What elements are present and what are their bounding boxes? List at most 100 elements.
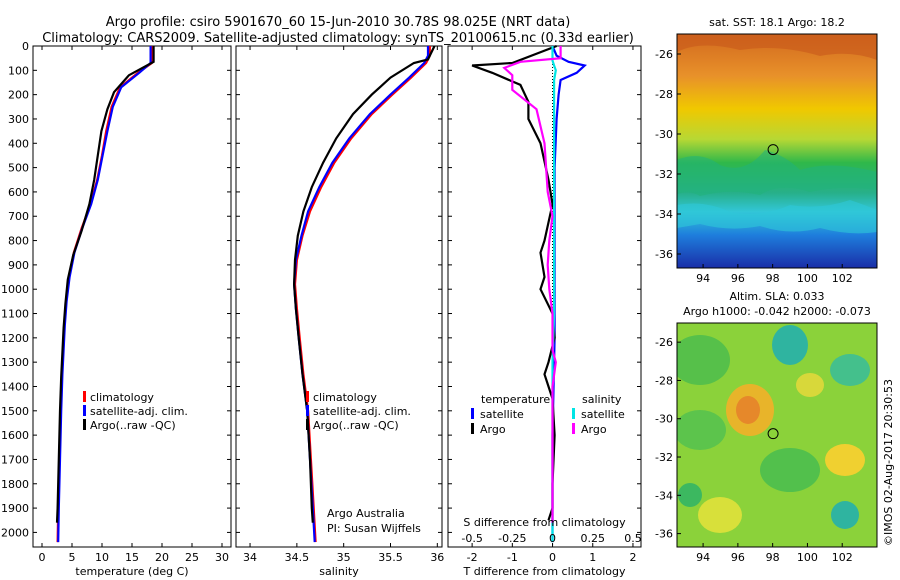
y-tick-label: 2000 [1,526,29,539]
sla-blob [677,410,726,450]
x-tick-label: 30 [215,551,229,564]
x2-tick-label: 0.25 [581,532,606,545]
x-tick-label: 15 [125,551,139,564]
y-tick-label: 1400 [1,380,29,393]
y-tick-label: 700 [8,210,29,223]
sst-map-axes: 94 96 98 100 102 -26 -28 -30 -32 -34 -36 [655,48,853,285]
map-x-tick-label: 102 [832,551,853,564]
y-tick-label: 1800 [1,478,29,491]
map-y-tick-label: -32 [655,168,673,181]
sla-blob [831,501,859,529]
x-axis-label: salinity [319,565,359,578]
sst-map-title: sat. SST: 18.1 Argo: 18.2 [709,16,845,29]
diff-series-salinity-satellite [551,46,557,543]
x-axis-label: T difference from climatology [463,565,626,578]
map-x-tick-label: 94 [696,551,710,564]
y-tick-label: 900 [8,259,29,272]
sst-field [677,34,877,268]
legend-swatch [306,405,309,416]
legend-label: Argo [480,423,506,436]
y-tick-label: 400 [8,137,29,150]
x2-tick-label: -0.25 [498,532,526,545]
x-tick-label: 35 [337,551,351,564]
map-y-tick-label: -30 [655,413,673,426]
argo-location-marker [767,428,779,440]
x-tick-label: 0 [549,551,556,564]
sla-blob [825,444,865,476]
x-tick-label: 34 [243,551,257,564]
x-tick-label: -2 [467,551,478,564]
x2-tick-label: 0.5 [624,532,642,545]
legend-swatch [306,419,309,430]
argo-location-marker [767,144,779,156]
series-line-argo [292,45,436,523]
diff-series-salinity-Argo [502,46,562,523]
map-x-tick-label: 98 [766,551,780,564]
y-tick-label: 600 [8,186,29,199]
y-tick-label: 1200 [1,332,29,345]
x-tick-label: 25 [185,551,199,564]
y-tick-label: 500 [8,162,29,175]
legend-swatch [572,423,575,434]
sst-warm-band [677,34,877,60]
sla-map-title: Altim. SLA: 0.033 [729,290,824,303]
sla-blob [796,373,824,397]
salinity-panel: 34 34.5 35 35.5 36 salinity climatologysatelli… [235,45,444,578]
y-tick-label: 0 [22,40,29,53]
map-y-tick-label: -36 [655,248,673,261]
sst-cool-band [677,200,877,234]
sla-blob [830,354,870,386]
legend-label: satellite-adj. clim. [313,405,411,418]
x2-tick-label: 0 [549,532,556,545]
map-y-tick-label: -30 [655,128,673,141]
y-tick-label: 100 [8,64,29,77]
y-tick-label: 1900 [1,502,29,515]
x-tick-label: 10 [95,551,109,564]
legend-swatch [83,405,86,416]
map-x-tick-label: 96 [731,551,745,564]
difference-panel: -2 -1 0 1 2T difference from climatology -0.5… [447,44,642,578]
x-tick-label: 36 [430,551,444,564]
x-tick-label: 35.5 [378,551,403,564]
sla-map-axes: 94 96 98 100 102 -26 -28 -30 -32 -34 -36 [655,336,853,564]
map-y-tick-label: -34 [655,489,673,502]
legend-title: salinity [582,393,622,406]
map-x-tick-label: 100 [797,551,818,564]
map-x-tick-label: 102 [832,272,853,285]
x-tick-label: -1 [507,551,518,564]
map-y-tick-label: -26 [655,48,673,61]
legend-swatch [306,391,309,402]
legend-label: climatology [90,391,154,404]
map-y-tick-label: -34 [655,208,673,221]
x-tick-label: 5 [69,551,76,564]
sla-blob [677,335,730,385]
x-tick-label: 1 [589,551,596,564]
legend-label: Argo [581,423,607,436]
series-line-argo [55,46,155,523]
sla-blob [772,325,808,365]
sla-blob [760,448,820,492]
y-tick-label: 1600 [1,429,29,442]
x-tick-label: 34.5 [285,551,310,564]
figure-title-line2: Climatology: CARS2009. Satellite-adjuste… [42,31,634,46]
legend-label: satellite [480,408,524,421]
x2-axis-label: S difference from climatology [463,516,626,529]
copyright-stamp: ©IMOS 02-Aug-2017 20:30:53 [882,379,895,546]
map-y-tick-label: -32 [655,451,673,464]
y-tick-label: 800 [8,235,29,248]
legend-swatch [572,408,575,419]
temperature-plot-frame [32,45,232,548]
map-x-tick-label: 98 [766,272,780,285]
attribution-text: Argo Australia [327,507,405,520]
legend-swatch [83,419,86,430]
salinity-plot-frame [235,45,443,548]
sst-map-frame [676,33,878,269]
map-y-tick-label: -28 [655,88,673,101]
sla-blob [736,396,760,424]
legend-label: climatology [313,391,377,404]
x-axis-label: temperature (deg C) [75,565,188,578]
map-x-tick-label: 96 [731,272,745,285]
map-y-tick-label: -36 [655,528,673,541]
legend-swatch [83,391,86,402]
